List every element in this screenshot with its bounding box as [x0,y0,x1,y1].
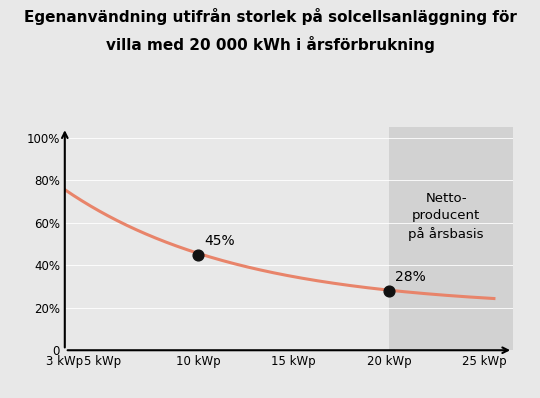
Text: villa med 20 000 kWh i årsförbrukning: villa med 20 000 kWh i årsförbrukning [105,36,435,53]
Text: 28%: 28% [395,270,426,285]
Point [194,252,202,258]
Text: Netto-
producent
på årsbasis: Netto- producent på årsbasis [408,192,484,241]
Text: Egenanvändning utifrån storlek på solcellsanläggning för: Egenanvändning utifrån storlek på solcel… [24,8,516,25]
Point [384,288,393,294]
Bar [389,127,540,350]
Text: 45%: 45% [204,234,235,248]
